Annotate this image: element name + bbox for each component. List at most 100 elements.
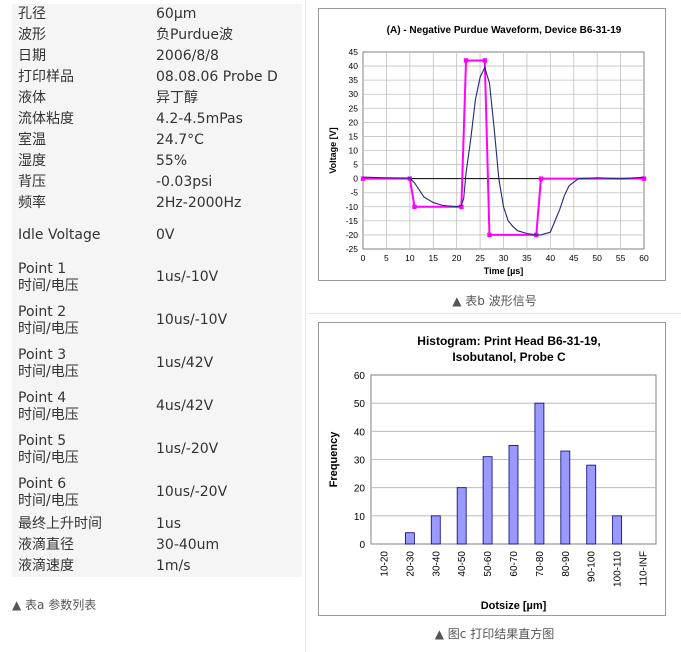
param-name: 波形	[12, 25, 152, 46]
x-tick-label: 35	[522, 253, 532, 263]
param-value: 60µm	[152, 4, 302, 25]
histogram-bar	[508, 445, 519, 545]
param-name-line1: 最终上升时间	[18, 516, 102, 532]
y-tick-label: 0	[353, 174, 358, 184]
param-name-line1: Idle Voltage	[18, 226, 101, 243]
param-name-line1: 湿度	[18, 153, 46, 169]
series-point-marker	[360, 176, 366, 181]
waveform-chart: (A) - Negative Purdue Waveform, Device B…	[318, 8, 666, 281]
x-tick-label: 60	[639, 253, 649, 263]
x-tick-label: 110-INF	[639, 551, 650, 586]
x-tick-label: 80-90	[561, 551, 572, 577]
param-name-line1: 背压	[18, 174, 46, 190]
param-name: Point 6 时间/电压	[12, 471, 152, 514]
y-tick-label: -25	[346, 244, 359, 254]
param-name: Point 3 时间/电压	[12, 342, 152, 385]
chart-subtitle: Isobutanol, Probe C	[452, 350, 566, 364]
parameter-table: 孔径 60µm 波形 负Purdue波 日期 2006/8/8 打印样品 08.08.06 P…	[12, 4, 302, 577]
param-name: 液滴直径	[12, 535, 152, 556]
y-tick-label: 10	[354, 512, 366, 523]
histogram-bar	[430, 515, 441, 545]
x-tick-label: 5	[384, 253, 389, 263]
x-tick-label: 50-60	[483, 551, 494, 577]
chart-title: (A) - Negative Purdue Waveform, Device B…	[387, 25, 622, 36]
histogram-chart: Histogram: Print Head B6-31-19, Isobutano…	[318, 322, 666, 616]
param-row: Idle Voltage 0V	[12, 214, 302, 256]
param-name: Idle Voltage	[12, 214, 152, 256]
x-tick-label: 10	[405, 253, 415, 263]
param-value: 1us/-10V	[152, 256, 302, 299]
histogram-bar	[534, 402, 545, 545]
x-tick-label: 40-50	[457, 551, 468, 577]
x-tick-label: 50	[592, 253, 602, 263]
series-point-marker	[641, 176, 647, 181]
histogram-bar	[560, 450, 571, 545]
series-point-marker	[482, 58, 487, 63]
series-point-marker	[412, 204, 417, 209]
x-tick-label: 55	[616, 253, 626, 263]
param-row: 流体粘度 4.2-4.5mPas	[12, 109, 302, 130]
histogram-caption: ▲ 图c 打印结果直方图	[434, 627, 555, 641]
param-name-line2: 时间/电压	[18, 320, 79, 337]
param-value: 0V	[152, 214, 302, 256]
param-name-line1: Point 5	[18, 432, 67, 449]
param-value: 2Hz-2000Hz	[152, 193, 302, 214]
param-name: 孔径	[12, 4, 152, 25]
param-name-line1: 液体	[18, 90, 46, 106]
x-tick-label: 60-70	[509, 551, 520, 577]
param-value: 1m/s	[152, 556, 302, 577]
series-drive-waveform-line	[363, 59, 644, 236]
param-name: 最终上升时间	[12, 514, 152, 535]
param-value: 异丁醇	[152, 88, 302, 109]
y-tick-label: 20	[354, 484, 366, 495]
param-name: 打印样品	[12, 67, 152, 88]
y-tick-label: -15	[346, 216, 359, 226]
param-name-line1: Point 4	[18, 389, 67, 406]
histogram-bar	[456, 487, 467, 545]
param-name-line1: 打印样品	[18, 69, 74, 85]
param-name-line1: 波形	[18, 27, 46, 43]
waveform-caption: ▲ 表b 波形信号	[452, 294, 537, 308]
histogram-bar	[612, 515, 623, 545]
param-row: 孔径 60µm	[12, 4, 302, 25]
y-tick-label: 25	[349, 103, 359, 113]
param-value: 1us	[152, 514, 302, 535]
x-tick-label: 20	[452, 253, 462, 263]
param-name-line1: Point 2	[18, 303, 67, 320]
x-tick-label: 40	[546, 253, 556, 263]
param-name: 流体粘度	[12, 109, 152, 130]
param-name-line2: 时间/电压	[18, 449, 79, 466]
x-tick-label: 15	[429, 253, 439, 263]
param-name: 背压	[12, 172, 152, 193]
param-row: 波形 负Purdue波	[12, 25, 302, 46]
y-tick-label: 20	[349, 117, 359, 127]
chart-title: Histogram: Print Head B6-31-19,	[417, 334, 600, 348]
param-row: 液滴速度 1m/s	[12, 556, 302, 577]
param-name: Point 4 时间/电压	[12, 385, 152, 428]
y-tick-label: 0	[359, 540, 365, 551]
y-axis-label: Frequency	[328, 431, 340, 488]
y-tick-label: 40	[349, 61, 359, 71]
table-caption: ▲ 表a 参数列表	[12, 598, 97, 612]
param-name: 湿度	[12, 151, 152, 172]
x-tick-label: 30	[499, 253, 509, 263]
y-tick-label: -5	[350, 188, 358, 198]
y-tick-label: 35	[349, 75, 359, 85]
param-name-line2: 时间/电压	[18, 363, 79, 380]
param-row: 最终上升时间 1us	[12, 514, 302, 535]
histogram-bar	[586, 464, 597, 545]
series-point-marker	[487, 232, 492, 238]
y-tick-label: 50	[354, 399, 366, 410]
x-tick-label: 25	[475, 253, 485, 263]
y-tick-label: -10	[346, 202, 359, 212]
param-row: 打印样品 08.08.06 Probe D	[12, 67, 302, 88]
param-row: 液滴直径 30-40um	[12, 535, 302, 556]
param-name-line1: 孔径	[18, 6, 46, 22]
y-tick-label: 40	[354, 427, 366, 438]
param-value: 负Purdue波	[152, 25, 302, 46]
x-tick-label: 0	[361, 253, 366, 263]
x-tick-label: 20-30	[405, 551, 416, 577]
histogram-bar	[404, 532, 415, 545]
param-value: 24.7°C	[152, 130, 302, 151]
parameter-panel: 孔径 60µm 波形 负Purdue波 日期 2006/8/8 打印样品 08.08.06 P…	[0, 0, 306, 652]
